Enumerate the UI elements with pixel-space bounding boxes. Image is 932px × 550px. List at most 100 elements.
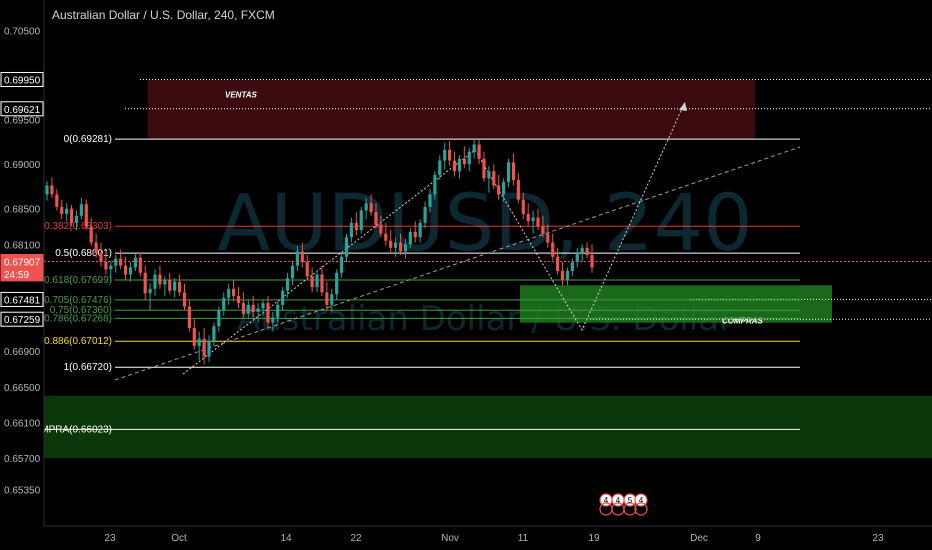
candle[interactable] [123,256,128,280]
candle[interactable] [389,230,393,254]
candle[interactable] [546,224,550,248]
candle[interactable] [173,278,177,298]
candle[interactable] [133,254,137,272]
candle[interactable] [541,215,545,238]
candle[interactable] [197,331,201,361]
candle[interactable] [119,249,123,270]
candle[interactable] [585,242,589,259]
candle[interactable] [45,181,49,201]
candle[interactable] [89,217,93,247]
candle[interactable] [433,171,437,200]
candle[interactable] [457,155,462,179]
candle[interactable] [69,205,74,227]
candle[interactable] [418,219,422,243]
fib-anchor-line[interactable] [182,149,476,375]
candle[interactable] [217,306,221,332]
candle[interactable] [128,262,133,282]
candle[interactable] [472,139,476,159]
candle[interactable] [227,283,231,305]
candle[interactable] [148,283,152,311]
candle[interactable] [349,217,354,243]
candle[interactable] [114,254,118,273]
candle[interactable] [182,283,187,311]
candle[interactable] [192,319,196,350]
candle[interactable] [138,252,142,277]
candle[interactable] [565,267,570,286]
candle[interactable] [408,228,412,248]
candle[interactable] [531,210,535,234]
candle[interactable] [207,335,211,362]
candle[interactable] [384,222,388,247]
candle[interactable] [477,139,481,165]
event-marker[interactable]: 4 [634,493,648,516]
candle[interactable] [443,142,447,170]
candle[interactable] [285,272,290,298]
candle[interactable] [266,295,270,329]
candle[interactable] [187,299,191,332]
candle[interactable] [261,299,265,316]
candle[interactable] [305,254,309,280]
projection-path[interactable] [474,101,686,332]
candle[interactable] [359,206,363,234]
candle[interactable] [364,197,368,220]
candle[interactable] [295,246,300,272]
candle[interactable] [109,260,113,282]
trend-line[interactable] [114,146,801,381]
candle[interactable] [506,158,511,188]
candle[interactable] [104,251,108,275]
candle[interactable] [99,242,103,267]
candle[interactable] [251,295,255,318]
candle[interactable] [339,253,344,279]
candle[interactable] [256,303,260,323]
candle[interactable] [94,233,98,258]
candle[interactable] [271,311,275,332]
candle[interactable] [536,208,540,231]
candle[interactable] [403,238,408,259]
price-zone[interactable] [520,285,832,323]
candle[interactable] [202,328,206,365]
candle[interactable] [580,244,584,263]
candle[interactable] [281,287,285,311]
time-axis[interactable] [44,526,932,550]
event-marker[interactable]: 5 [623,493,637,516]
candle[interactable] [79,197,83,220]
event-markers[interactable]: 4 4 5 4 [590,493,648,520]
candle[interactable] [438,155,442,181]
candle[interactable] [320,265,324,296]
candle[interactable] [143,265,147,300]
candle[interactable] [354,212,358,236]
candle[interactable] [222,292,226,316]
candle[interactable] [379,215,383,238]
candle[interactable] [231,279,236,302]
candle[interactable] [428,189,432,213]
candle[interactable] [212,322,216,346]
candle[interactable] [462,146,466,168]
candle[interactable] [398,233,403,255]
candle[interactable] [330,288,334,312]
candle[interactable] [413,221,417,243]
candle[interactable] [153,269,157,296]
candle[interactable] [448,140,452,166]
candle[interactable] [452,151,457,177]
candle[interactable] [55,189,59,211]
candle[interactable] [74,210,79,231]
candle[interactable] [246,299,250,320]
candle[interactable] [502,178,506,202]
candle[interactable] [325,281,329,311]
candle[interactable] [168,272,172,295]
candle[interactable] [300,242,304,268]
candle[interactable] [344,233,349,263]
candle[interactable] [560,262,565,286]
candle[interactable] [394,237,398,257]
price-zone[interactable] [44,395,932,459]
candle[interactable] [65,203,69,222]
candle[interactable] [575,247,579,268]
candle[interactable] [315,271,319,293]
candle[interactable] [276,301,280,323]
candle[interactable] [163,276,167,296]
candle[interactable] [511,153,516,186]
candle[interactable] [516,173,520,204]
candle[interactable] [526,203,530,227]
candle[interactable] [310,267,314,293]
